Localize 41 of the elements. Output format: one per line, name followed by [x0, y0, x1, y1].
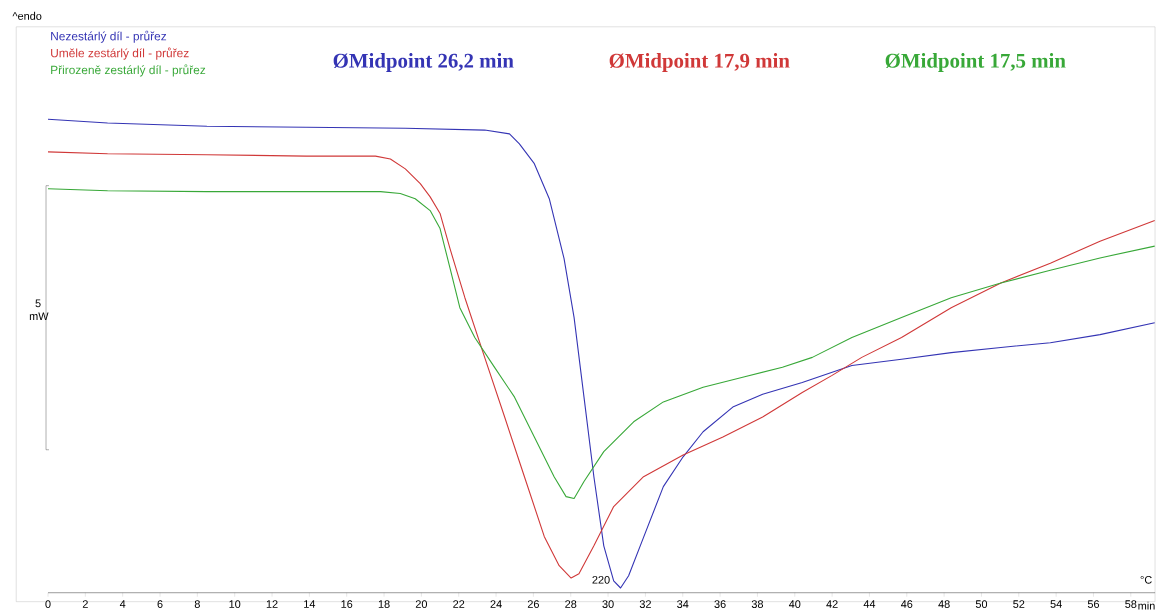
- x-tick-label: 18: [378, 600, 390, 609]
- x-tick-label: 16: [341, 600, 353, 609]
- x-tick-label: 10: [229, 600, 241, 609]
- x-axis-title: min: [1138, 601, 1155, 610]
- x-tick-label: 56: [1087, 600, 1100, 609]
- x-tick-label: 6: [157, 600, 163, 609]
- x-tick-label: 28: [565, 600, 577, 609]
- annotation: 220: [592, 576, 610, 584]
- x-tick-label: 54: [1050, 600, 1062, 609]
- annotation: 5 mW: [29, 299, 49, 321]
- x-tick-label: 30: [602, 600, 614, 609]
- x-tick-label: 46: [900, 600, 913, 609]
- text: Přirozeně zestárlý díl - průřez: [51, 64, 206, 77]
- x-tick-label: 58: [1125, 600, 1137, 609]
- x-tick-label: 40: [788, 600, 801, 609]
- text: ^endo: [12, 12, 42, 21]
- text: Uměle zestárlý díl - průřez: [51, 47, 189, 60]
- x-tick-label: 12: [266, 600, 278, 609]
- x-tick-label: 14: [304, 600, 316, 608]
- x-tick-label: 2: [82, 600, 88, 609]
- x-tick-label: 32: [639, 600, 651, 609]
- x-tick-label: 50: [975, 600, 988, 609]
- x-tick-label: 42: [826, 600, 838, 609]
- x-tick-label: 48: [938, 600, 950, 609]
- x-tick-label: 44: [863, 600, 876, 608]
- x-tick-label: 4: [119, 600, 126, 608]
- x-tick-label: 8: [194, 600, 200, 609]
- text: ØMidpoint 26,2 min: [333, 53, 514, 73]
- x-tick-label: 36: [714, 600, 726, 609]
- x-tick-label: 0: [45, 600, 51, 609]
- x-tick-label: 52: [1013, 600, 1025, 609]
- x-tick-label: 26: [527, 600, 539, 609]
- x-tick-label: 38: [751, 600, 764, 609]
- x-tick-label: 20: [415, 600, 428, 609]
- x-tick-label: 34: [677, 600, 689, 609]
- x-tick-label: 22: [453, 600, 465, 609]
- text: ØMidpoint 17,5 min: [885, 53, 1066, 73]
- x-tick-label: 24: [490, 600, 502, 609]
- annotation: °C: [1140, 576, 1152, 584]
- text: Nezestárlý díl - průřez: [51, 30, 167, 43]
- text: ØMidpoint 17,9 min: [609, 53, 790, 73]
